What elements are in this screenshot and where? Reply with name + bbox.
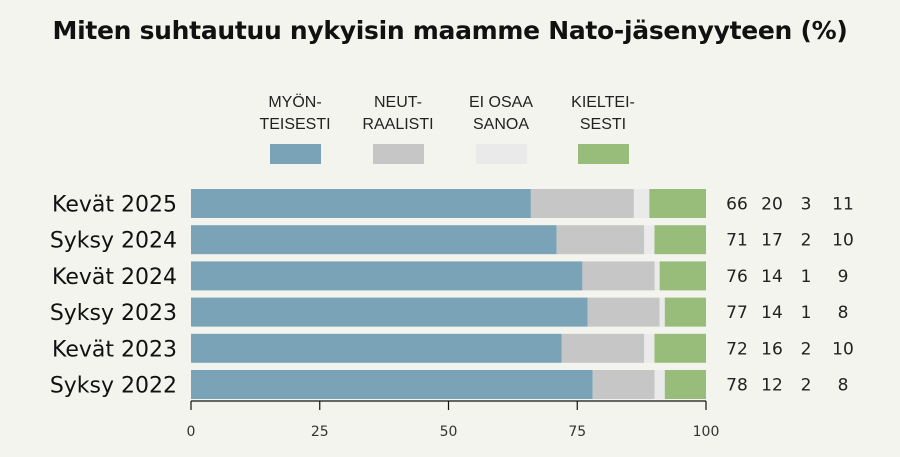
- bar-segment: [664, 297, 706, 327]
- data-label: 20: [761, 195, 783, 215]
- bar-segment: [530, 189, 634, 218]
- data-label: 2: [801, 231, 812, 251]
- x-tick-label: 75: [568, 424, 586, 440]
- legend-label: NEUT- RAALISTI: [362, 94, 434, 133]
- bar-segment: [649, 189, 706, 218]
- data-label: 71: [726, 231, 748, 251]
- category-label: Kevät 2024: [52, 265, 177, 290]
- data-label: 10: [832, 339, 854, 359]
- bar-segment: [191, 297, 588, 327]
- data-label: 9: [838, 267, 849, 287]
- legend-item-dont-know: EI OSAA SANOA: [449, 92, 553, 164]
- legend-label: KIELTEI- SESTI: [571, 94, 635, 133]
- bar-segment: [191, 261, 583, 291]
- bar-segment: [644, 333, 655, 363]
- legend-swatch: [577, 144, 629, 164]
- data-label: 1: [801, 303, 812, 323]
- data-label: 16: [761, 339, 783, 359]
- data-label: 78: [726, 376, 748, 396]
- bar-segment: [592, 370, 655, 399]
- data-label: 14: [761, 267, 783, 287]
- bar-segment: [654, 370, 665, 399]
- bar-segment: [561, 333, 645, 363]
- legend-swatch: [475, 144, 527, 164]
- category-label: Syksy 2024: [50, 229, 177, 254]
- bar-segment: [191, 333, 562, 363]
- data-label: 12: [761, 376, 783, 396]
- bar-segment: [191, 189, 531, 218]
- data-label: 77: [726, 303, 748, 323]
- bar-segment: [191, 370, 593, 399]
- bar-segment: [654, 261, 660, 291]
- x-tick-label: 100: [693, 424, 720, 440]
- x-tick-label: 50: [440, 424, 458, 440]
- legend-swatch: [269, 144, 321, 164]
- data-label: 3: [801, 195, 812, 215]
- data-label: 14: [761, 303, 783, 323]
- legend-item-negative: KIELTEI- SESTI: [551, 92, 655, 164]
- bar-segment: [191, 225, 557, 255]
- legend-label: MYÖN- TEISESTI: [259, 94, 331, 133]
- data-label: 8: [838, 303, 849, 323]
- category-label: Kevät 2023: [52, 337, 177, 362]
- data-label: 66: [726, 195, 748, 215]
- data-label: 1: [801, 267, 812, 287]
- data-label: 76: [726, 267, 748, 287]
- bar-segment: [654, 225, 706, 255]
- bar-segment: [664, 370, 706, 399]
- bar-segment: [659, 261, 706, 291]
- bar-segment: [556, 225, 645, 255]
- x-tick-label: 0: [187, 424, 196, 440]
- x-tick-label: 25: [311, 424, 329, 440]
- data-label: 2: [801, 376, 812, 396]
- category-label: Syksy 2022: [50, 374, 177, 399]
- data-label: 17: [761, 231, 783, 251]
- data-label: 2: [801, 339, 812, 359]
- bar-segment: [654, 333, 706, 363]
- chart-title: Miten suhtautuu nykyisin maamme Nato-jäs…: [52, 16, 848, 45]
- bar-segment: [633, 189, 650, 218]
- bar-segment: [587, 297, 660, 327]
- legend-item-neutral: NEUT- RAALISTI: [346, 92, 450, 164]
- category-label: Syksy 2023: [50, 301, 177, 326]
- data-label: 11: [832, 195, 854, 215]
- bar-segment: [644, 225, 655, 255]
- data-label: 8: [838, 376, 849, 396]
- category-label: Kevät 2025: [52, 193, 177, 218]
- legend-swatch: [372, 144, 424, 164]
- legend-label: EI OSAA SANOA: [468, 94, 534, 133]
- bar-segment: [659, 297, 665, 327]
- data-label: 10: [832, 231, 854, 251]
- data-label: 72: [726, 339, 748, 359]
- bar-segment: [582, 261, 655, 291]
- legend-item-positive: MYÖN- TEISESTI: [243, 92, 347, 164]
